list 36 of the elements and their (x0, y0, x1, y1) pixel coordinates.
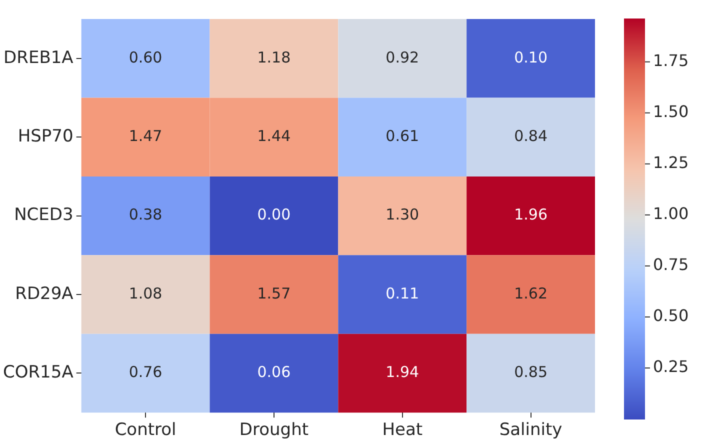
data-label: 0.10 (514, 48, 548, 66)
data-label: 1.18 (257, 48, 291, 66)
data-label: 1.57 (257, 284, 291, 302)
y-tick-label: NCED3 (14, 205, 74, 226)
y-tick-label: COR15A (2, 362, 74, 383)
color-bar-label: 1.75 (653, 51, 689, 70)
data-label: 1.62 (514, 284, 548, 302)
data-label: 1.30 (386, 206, 420, 224)
data-label: 0.11 (386, 284, 420, 302)
x-tick-label: Heat (382, 420, 423, 440)
data-label: 0.61 (386, 126, 420, 145)
data-label: 0.84 (514, 126, 548, 145)
color-bar-label: 0.75 (653, 255, 689, 274)
y-tick-label: RD29A (15, 284, 74, 304)
data-label: 1.44 (257, 126, 291, 145)
x-tick-label: Drought (239, 420, 309, 440)
color-bar-label: 1.50 (653, 102, 689, 122)
data-label: 0.38 (128, 206, 162, 224)
data-label: 1.47 (128, 126, 162, 145)
x-tick-label: Salinity (499, 420, 562, 440)
y-tick-label: DREB1A (4, 48, 74, 68)
x-tick-label: Control (114, 420, 176, 440)
data-label: 0.60 (128, 48, 162, 66)
y-tick-label: HSP70 (18, 126, 74, 146)
data-label: 0.92 (386, 48, 420, 66)
color-bar-label: 1.00 (653, 204, 689, 224)
data-label: 1.08 (128, 284, 162, 302)
data-label: 1.96 (514, 206, 548, 224)
color-bar-label: 1.25 (653, 153, 689, 172)
data-label: 0.00 (257, 206, 291, 224)
color-bar-label: 0.50 (653, 306, 689, 326)
color-bar-label: 0.25 (653, 357, 689, 376)
data-label: 0.85 (514, 363, 548, 382)
data-label: 0.06 (257, 363, 291, 382)
data-label: 0.76 (128, 363, 162, 382)
data-label: 1.94 (386, 363, 420, 382)
